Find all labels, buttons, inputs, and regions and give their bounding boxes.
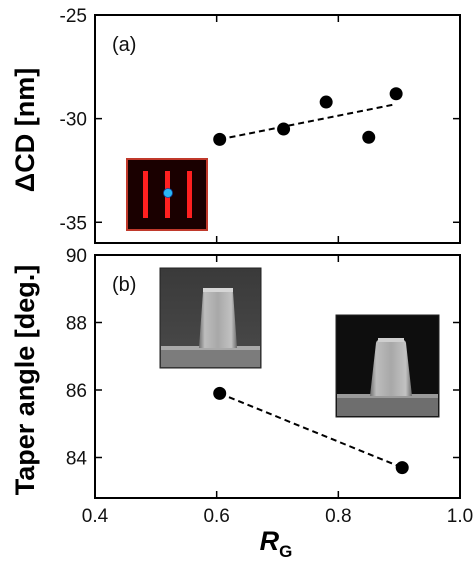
x-tick-label: 1.0	[447, 506, 473, 527]
inset-layout-measure-dot	[163, 188, 173, 198]
points-layer	[213, 87, 409, 475]
inset-layout-line	[187, 171, 192, 218]
inset-layout-thumbnail	[126, 158, 208, 231]
panel-a-data-point	[362, 130, 376, 144]
panel-a-y-tick-label: -35	[60, 213, 87, 234]
panel-b-data-point	[395, 461, 409, 475]
x-axis-title-main: R	[260, 526, 280, 556]
x-tick-label: 0.8	[325, 506, 351, 527]
panel-b-y-tick-label: 88	[66, 314, 87, 335]
x-tick-label: 0.6	[203, 506, 229, 527]
panel-a-y-tick-label: -30	[60, 110, 87, 131]
panel-b-y-axis-title: Taper angle [deg.]	[10, 265, 40, 496]
panel-a-data-point	[389, 87, 403, 101]
panel-a-label: (a)	[112, 34, 136, 56]
panel-b-frame	[94, 254, 461, 499]
panel-a-data-point	[319, 95, 333, 109]
x-tick-label: 0.4	[82, 506, 109, 527]
panel-a-frame	[94, 14, 461, 244]
panel-b-y-tick-label: 84	[66, 449, 88, 470]
x-axis-title: RG	[260, 526, 293, 561]
fit-lines-layer	[219, 103, 403, 469]
panel-b-y-tick-label: 86	[66, 381, 87, 402]
panel-a-data-point	[213, 132, 227, 146]
panel-a-y-axis-title: ΔCD [nm]	[10, 68, 40, 192]
inset-sem-image-right	[335, 314, 440, 418]
panel-b-fit-line	[219, 392, 403, 469]
panel-a-data-point	[277, 122, 291, 136]
panel-b-label: (b)	[112, 274, 136, 296]
ticks-layer: -25 -30 -35 84 86 88 90 0.4 0.6 0.8 1.0	[60, 6, 473, 527]
panel-b-y-tick-label: 90	[66, 246, 87, 267]
inset-layout-line	[143, 171, 148, 218]
x-axis-title-subscript: G	[279, 542, 292, 561]
panel-a-y-tick-label: -25	[60, 6, 87, 27]
inset-sem-image-left	[159, 267, 262, 369]
panel-b-data-point	[213, 386, 227, 400]
